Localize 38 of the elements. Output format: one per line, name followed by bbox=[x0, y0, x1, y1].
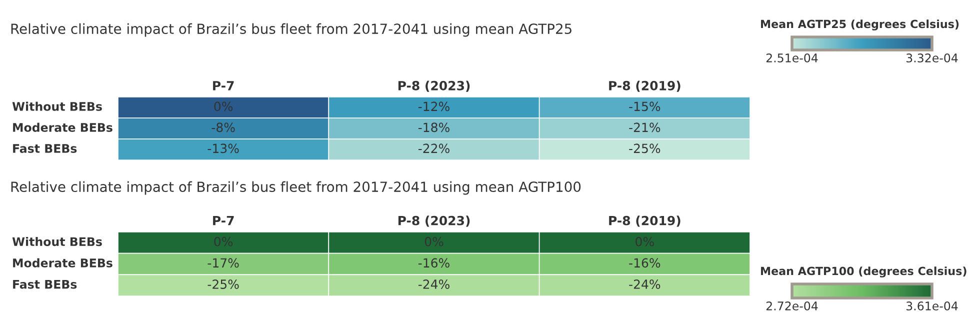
data-label: -16% bbox=[418, 258, 450, 268]
x-tick-label: P-8 (2023) bbox=[398, 216, 470, 227]
data-label: 0% bbox=[424, 236, 444, 246]
data-label: 0% bbox=[636, 236, 654, 246]
y-tick-label: Moderate BEBs bbox=[13, 258, 112, 268]
chart-title: Relative climate impact of Brazil’s bus fleet from 2017-2041 using mean AGTP100 bbox=[11, 181, 581, 195]
x-tick-label: P-8 (2019) bbox=[609, 80, 680, 92]
data-label: -13% bbox=[208, 144, 239, 154]
data-label: -24% bbox=[629, 280, 660, 289]
y-tick-label: Without BEBs bbox=[12, 102, 102, 111]
data-label: 0% bbox=[214, 102, 233, 112]
text: 3.61e-04 bbox=[906, 301, 958, 310]
data-label: -8% bbox=[212, 122, 235, 132]
x-tick-label: P-8 (2019) bbox=[609, 216, 680, 227]
y-tick-label: Without BEBs bbox=[12, 236, 102, 246]
data-label: -17% bbox=[208, 258, 239, 268]
data-label: -16% bbox=[629, 258, 660, 268]
color-bar-title: Mean AGTP25 (degrees Celsius) bbox=[761, 20, 959, 30]
y-tick-label: Moderate BEBs bbox=[13, 122, 112, 132]
x-tick-label: P-8 (2023) bbox=[398, 80, 470, 92]
data-label: -25% bbox=[629, 144, 660, 154]
y-tick-label: Fast BEBs bbox=[13, 144, 77, 153]
y-tick-label: Fast BEBs bbox=[13, 280, 77, 289]
x-tick-label: P-7 bbox=[213, 81, 234, 90]
data-label: -24% bbox=[418, 280, 450, 289]
chart-title: Relative climate impact of Brazil’s bus fleet from 2017-2041 using mean AGTP25 bbox=[11, 23, 572, 37]
x-tick-label: P-7 bbox=[213, 216, 234, 226]
data-label: -15% bbox=[629, 102, 660, 112]
text: 2.72e-04 bbox=[766, 301, 818, 310]
color-bar-title: Mean AGTP100 (degrees Celsius) bbox=[761, 266, 966, 278]
text: 3.32e-04 bbox=[906, 53, 958, 62]
data-label: -21% bbox=[629, 122, 660, 132]
data-label: -22% bbox=[418, 144, 450, 154]
text: 2.51e-04 bbox=[766, 53, 818, 62]
data-label: -18% bbox=[418, 122, 450, 132]
data-label: -12% bbox=[418, 102, 450, 112]
data-label: 0% bbox=[214, 236, 233, 246]
data-label: -25% bbox=[208, 280, 239, 289]
